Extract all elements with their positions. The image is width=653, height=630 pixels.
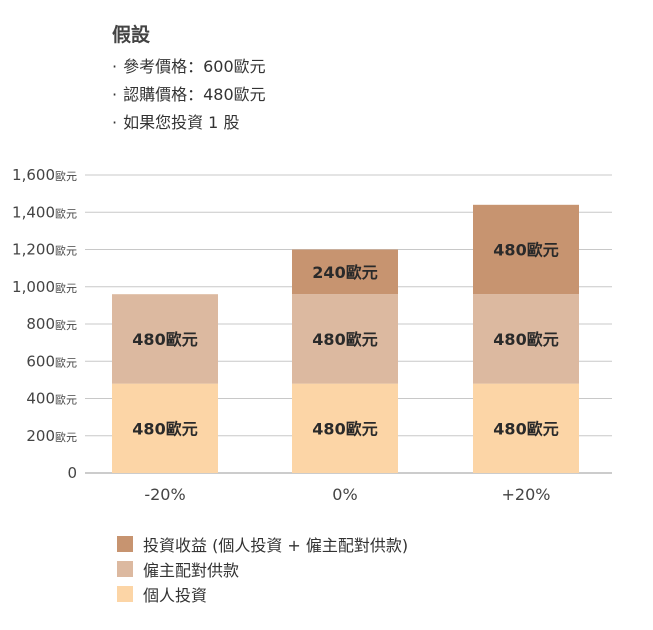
- data-label: 480歐元: [493, 330, 558, 349]
- legend-item-personal-investment: 個人投資: [117, 581, 408, 606]
- x-tick-label: +20%: [502, 485, 551, 504]
- y-tick-label: 1,000歐元: [12, 278, 77, 296]
- y-tick-label: 200歐元: [26, 427, 77, 445]
- y-tick-label: 1,600歐元: [12, 166, 77, 184]
- data-label: 480歐元: [312, 419, 377, 438]
- bullet-icon: ·: [112, 57, 118, 76]
- data-label: 480歐元: [493, 241, 558, 260]
- assumptions-panel: 假設 · 參考價格：600歐元 · 認購價格：480歐元 · 如果您投資 1 股: [112, 20, 266, 137]
- legend-label: 僱主配對供款: [143, 560, 240, 580]
- legend-item-investment-return: 投資收益 (個人投資 + 僱主配對供款): [117, 531, 408, 556]
- assumption-item: · 參考價格：600歐元: [112, 53, 266, 81]
- bullet-icon: ·: [112, 85, 118, 104]
- assumption-item: · 如果您投資 1 股: [112, 109, 266, 137]
- bar-labels: 480歐元 480歐元 -20% 480歐元 480歐元 240歐元 0% 480歐元 480歐…: [132, 241, 558, 505]
- bar-segment: [112, 294, 218, 384]
- legend-swatch: [117, 560, 133, 577]
- legend-label: 個人投資: [143, 585, 208, 605]
- data-label: 480歐元: [132, 330, 197, 349]
- legend-item-employer-match: 僱主配對供款: [117, 556, 408, 581]
- legend-swatch: [117, 535, 133, 552]
- bar-segment: [292, 249, 398, 295]
- assumptions-list: · 參考價格：600歐元 · 認購價格：480歐元 · 如果您投資 1 股: [112, 53, 266, 137]
- bar-segment: [473, 383, 579, 473]
- y-tick-label: 1,400歐元: [12, 203, 77, 221]
- assumption-text: 如果您投資 1 股: [123, 113, 240, 132]
- bar-segment: [292, 294, 398, 384]
- bar-segment: [473, 294, 579, 384]
- assumption-text: 參考價格：600歐元: [123, 57, 266, 76]
- y-tick-label: 800歐元: [26, 315, 77, 333]
- bar-segment: [473, 204, 579, 295]
- data-label: 480歐元: [493, 419, 558, 438]
- y-tick-label: 1,200歐元: [12, 241, 77, 259]
- y-tick-label: 400歐元: [26, 390, 77, 408]
- bars: [112, 204, 579, 473]
- y-tick-label: 0: [67, 464, 77, 482]
- assumption-text: 認購價格：480歐元: [123, 85, 266, 104]
- x-tick-label: -20%: [144, 485, 185, 504]
- bar-segment: [112, 383, 218, 473]
- legend-label: 投資收益 (個人投資 + 僱主配對供款): [143, 535, 409, 555]
- y-axis-ticks: 0 200歐元 400歐元 600歐元 800歐元 1,000歐元 1,200歐元 1,400…: [12, 166, 77, 482]
- assumption-item: · 認購價格：480歐元: [112, 81, 266, 109]
- data-label: 480歐元: [132, 419, 197, 438]
- assumptions-title: 假設: [112, 24, 151, 46]
- stacked-bar-chart: 0 200歐元 400歐元 600歐元 800歐元 1,000歐元 1,200歐元 1,400…: [12, 166, 612, 505]
- data-label: 480歐元: [312, 330, 377, 349]
- x-tick-label: 0%: [332, 485, 357, 504]
- chart-legend: 投資收益 (個人投資 + 僱主配對供款) 僱主配對供款 個人投資: [117, 531, 408, 606]
- bullet-icon: ·: [112, 113, 118, 132]
- legend-swatch: [117, 585, 133, 602]
- y-tick-label: 600歐元: [26, 352, 77, 370]
- bar-segment: [292, 383, 398, 473]
- data-label: 240歐元: [312, 263, 377, 282]
